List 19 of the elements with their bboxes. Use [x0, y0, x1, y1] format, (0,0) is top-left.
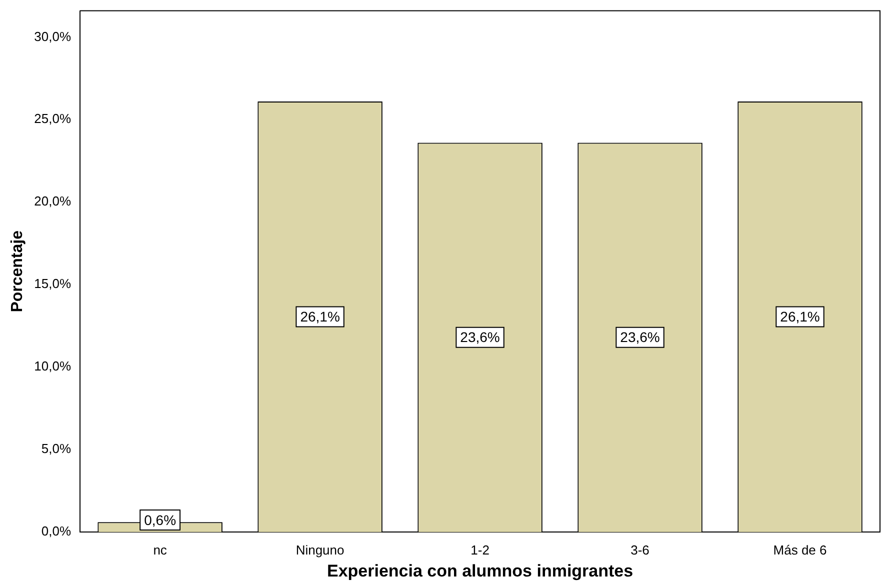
y-tick-label: 30,0%	[34, 28, 72, 44]
y-tick-label: 0,0%	[41, 524, 72, 539]
y-axis-title: Porcentaje	[9, 230, 26, 312]
y-tick-label: 15,0%	[34, 276, 72, 292]
data-label: 0,6%	[144, 512, 176, 528]
y-tick-label: 25,0%	[34, 111, 72, 126]
x-tick-label: nc	[153, 542, 168, 558]
data-label: 26,1%	[300, 308, 340, 325]
data-label: 26,1%	[780, 308, 820, 325]
data-label: 23,6%	[620, 329, 660, 346]
x-tick-label: Ninguno	[296, 542, 344, 558]
x-tick-label: 1-2	[470, 542, 490, 558]
x-axis-title: Experiencia con alumnos inmigrantes	[326, 561, 634, 580]
y-tick-label: 20,0%	[34, 194, 72, 209]
x-tick-label: Más de 6	[773, 542, 827, 558]
x-tick-label: 3-6	[630, 542, 650, 558]
y-tick-label: 10,0%	[34, 358, 72, 374]
data-label: 23,6%	[460, 329, 500, 346]
y-tick-label: 5,0%	[41, 441, 72, 456]
